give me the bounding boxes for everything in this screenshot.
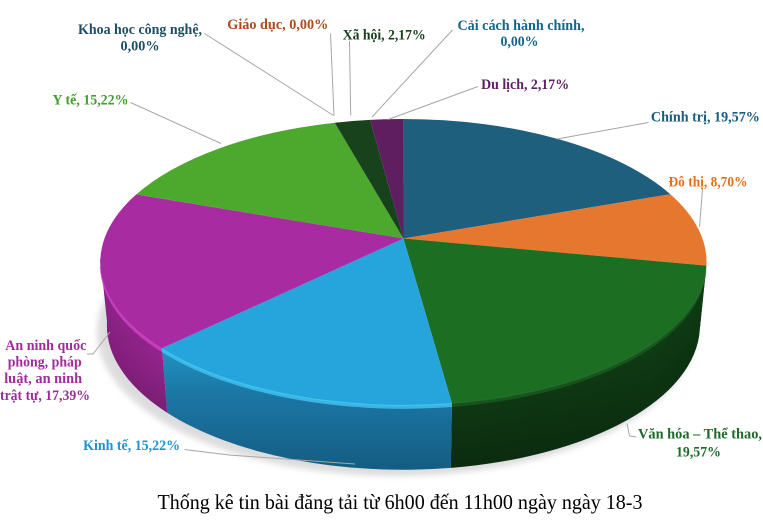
svg-text:luật, an ninh: luật, an ninh [4, 371, 83, 387]
svg-text:Du lịch, 2,17%: Du lịch, 2,17% [481, 77, 569, 93]
svg-text:19,57%: 19,57% [676, 445, 721, 461]
svg-text:Y tế, 15,22%: Y tế, 15,22% [53, 93, 129, 109]
svg-text:An ninh quốc: An ninh quốc [5, 338, 86, 354]
svg-text:Khoa học công nghệ,: Khoa học công nghệ, [78, 22, 202, 38]
svg-text:phòng, pháp: phòng, pháp [8, 355, 82, 371]
svg-text:Xã hội, 2,17%: Xã hội, 2,17% [343, 28, 426, 44]
svg-text:Giáo dục, 0,00%: Giáo dục, 0,00% [227, 17, 328, 33]
svg-text:0,00%: 0,00% [501, 34, 539, 50]
svg-text:Chính trị, 19,57%: Chính trị, 19,57% [651, 110, 760, 126]
svg-text:Thống kê tin bài đăng tải từ 6: Thống kê tin bài đăng tải từ 6h00 đến 11… [158, 490, 643, 514]
svg-text:Văn hóa – Thể thao,: Văn hóa – Thể thao, [638, 427, 762, 443]
svg-text:0,00%: 0,00% [121, 39, 160, 55]
svg-text:Đô thị, 8,70%: Đô thị, 8,70% [669, 175, 748, 191]
svg-text:trật tự, 17,39%: trật tự, 17,39% [0, 388, 90, 404]
svg-text:Kinh tế, 15,22%: Kinh tế, 15,22% [83, 438, 180, 454]
svg-text:Cải cách hành chính,: Cải cách hành chính, [458, 18, 585, 34]
